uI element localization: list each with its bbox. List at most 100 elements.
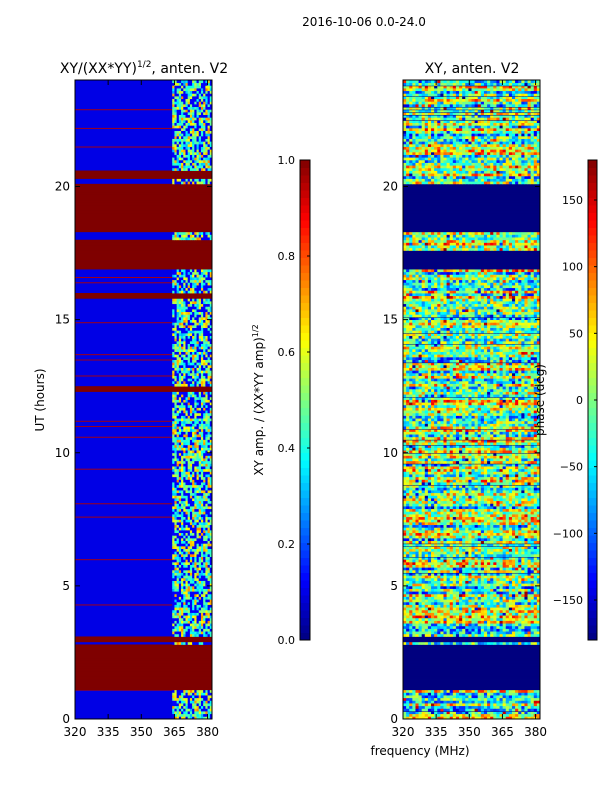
amplitude-cell: [174, 450, 178, 454]
amplitude-cell: [203, 561, 206, 565]
amplitude-cell: [176, 322, 180, 326]
amplitude-cell: [176, 279, 180, 283]
amplitude-cell: [181, 327, 184, 331]
amplitude-cell: [181, 269, 184, 273]
phase-cell: [502, 713, 507, 717]
phase-cell: [499, 705, 504, 709]
phase-cell: [511, 633, 516, 637]
amplitude-cell: [189, 572, 193, 576]
phase-cell: [434, 599, 438, 603]
phase-cell: [505, 585, 510, 589]
amplitude-cell: [194, 167, 197, 171]
amplitude-cell: [176, 591, 180, 595]
amplitude-cell: [198, 495, 202, 499]
amplitude-cell: [187, 322, 191, 326]
phase-cell: [524, 633, 528, 637]
phase-cell: [409, 625, 413, 629]
amplitude-cell: [189, 399, 193, 403]
amplitude-cell: [200, 617, 204, 621]
amplitude-cell: [178, 237, 182, 241]
amplitude-cell: [176, 519, 180, 523]
amplitude-cell: [174, 423, 178, 427]
amplitude-cell: [183, 372, 186, 376]
amplitude-cell: [174, 306, 178, 310]
phase-cell: [499, 599, 504, 603]
amplitude-cell: [194, 343, 197, 347]
amplitude-cell: [205, 580, 208, 584]
amplitude-cell: [209, 322, 213, 326]
amplitude-cell: [176, 567, 180, 571]
phase-cell: [415, 617, 419, 621]
amplitude-cell: [207, 548, 211, 552]
amplitude-cell: [192, 308, 195, 313]
amplitude-cell: [194, 601, 197, 605]
amplitude-cell: [176, 490, 180, 494]
amplitude-cell: [198, 500, 202, 504]
phase-cell: [518, 599, 522, 603]
amplitude-cell: [178, 479, 182, 483]
phase-cell: [527, 607, 532, 611]
amplitude-cell: [185, 572, 189, 576]
amplitude-cell: [174, 332, 178, 336]
amplitude-cell: [192, 466, 195, 470]
amplitude-cell: [181, 372, 184, 376]
amplitude-cell: [194, 279, 197, 283]
phase-cell: [480, 689, 485, 693]
amplitude-cell: [207, 354, 211, 358]
phase-cell: [418, 601, 423, 605]
amplitude-cell: [176, 484, 180, 488]
y-tick-label: 10: [55, 446, 70, 460]
amplitude-cell: [181, 399, 184, 403]
amplitude-cell: [198, 508, 202, 512]
phase-cell: [437, 593, 441, 597]
amplitude-cell: [192, 367, 195, 371]
amplitude-cell: [178, 311, 182, 315]
amplitude-cell: [196, 439, 200, 443]
colorbar-segment: [300, 550, 310, 558]
phase-cell: [440, 623, 444, 627]
phase-cell: [412, 612, 416, 616]
amplitude-cell: [198, 277, 202, 281]
amplitude-cell: [172, 338, 175, 342]
amplitude-cell: [181, 628, 184, 632]
amplitude-cell: [203, 500, 206, 504]
amplitude-cell: [209, 380, 213, 384]
amplitude-cell: [181, 271, 184, 275]
phase-cell: [403, 695, 407, 699]
amplitude-cell: [192, 354, 195, 358]
amplitude-cell: [200, 346, 204, 350]
amplitude-cell: [196, 711, 200, 715]
amplitude-cell: [178, 593, 182, 597]
amplitude-cell: [192, 569, 195, 573]
phase-cell: [459, 601, 463, 605]
amplitude-cell: [181, 351, 184, 355]
phase-cell: [471, 625, 476, 629]
phase-cell: [530, 596, 535, 600]
phase-cell: [403, 623, 407, 627]
amplitude-cell: [200, 378, 204, 382]
phase-cell: [505, 641, 510, 645]
amplitude-cell: [203, 474, 206, 478]
phase-cell: [452, 604, 457, 608]
phase-cell: [449, 588, 454, 592]
amplitude-cell: [189, 460, 193, 464]
amplitude-cell: [203, 633, 206, 637]
phase-cell: [483, 609, 488, 613]
phase-cell: [505, 689, 510, 693]
amplitude-cell: [185, 623, 189, 627]
amplitude-cell: [209, 697, 213, 701]
amplitude-cell: [178, 300, 182, 305]
amplitude-flag-line: [75, 503, 212, 505]
amplitude-cell: [178, 631, 182, 635]
amplitude-cell: [196, 436, 200, 440]
amplitude-cell: [205, 327, 208, 331]
amplitude-cell: [205, 181, 208, 185]
amplitude-cell: [194, 234, 197, 238]
amplitude-cell: [189, 434, 193, 438]
amplitude-cell: [185, 713, 189, 717]
amplitude-cell: [176, 404, 180, 408]
amplitude-cell: [203, 705, 206, 709]
phase-cell: [412, 703, 416, 707]
amplitude-cell: [203, 529, 206, 534]
amplitude-flagged-row: [75, 253, 212, 257]
